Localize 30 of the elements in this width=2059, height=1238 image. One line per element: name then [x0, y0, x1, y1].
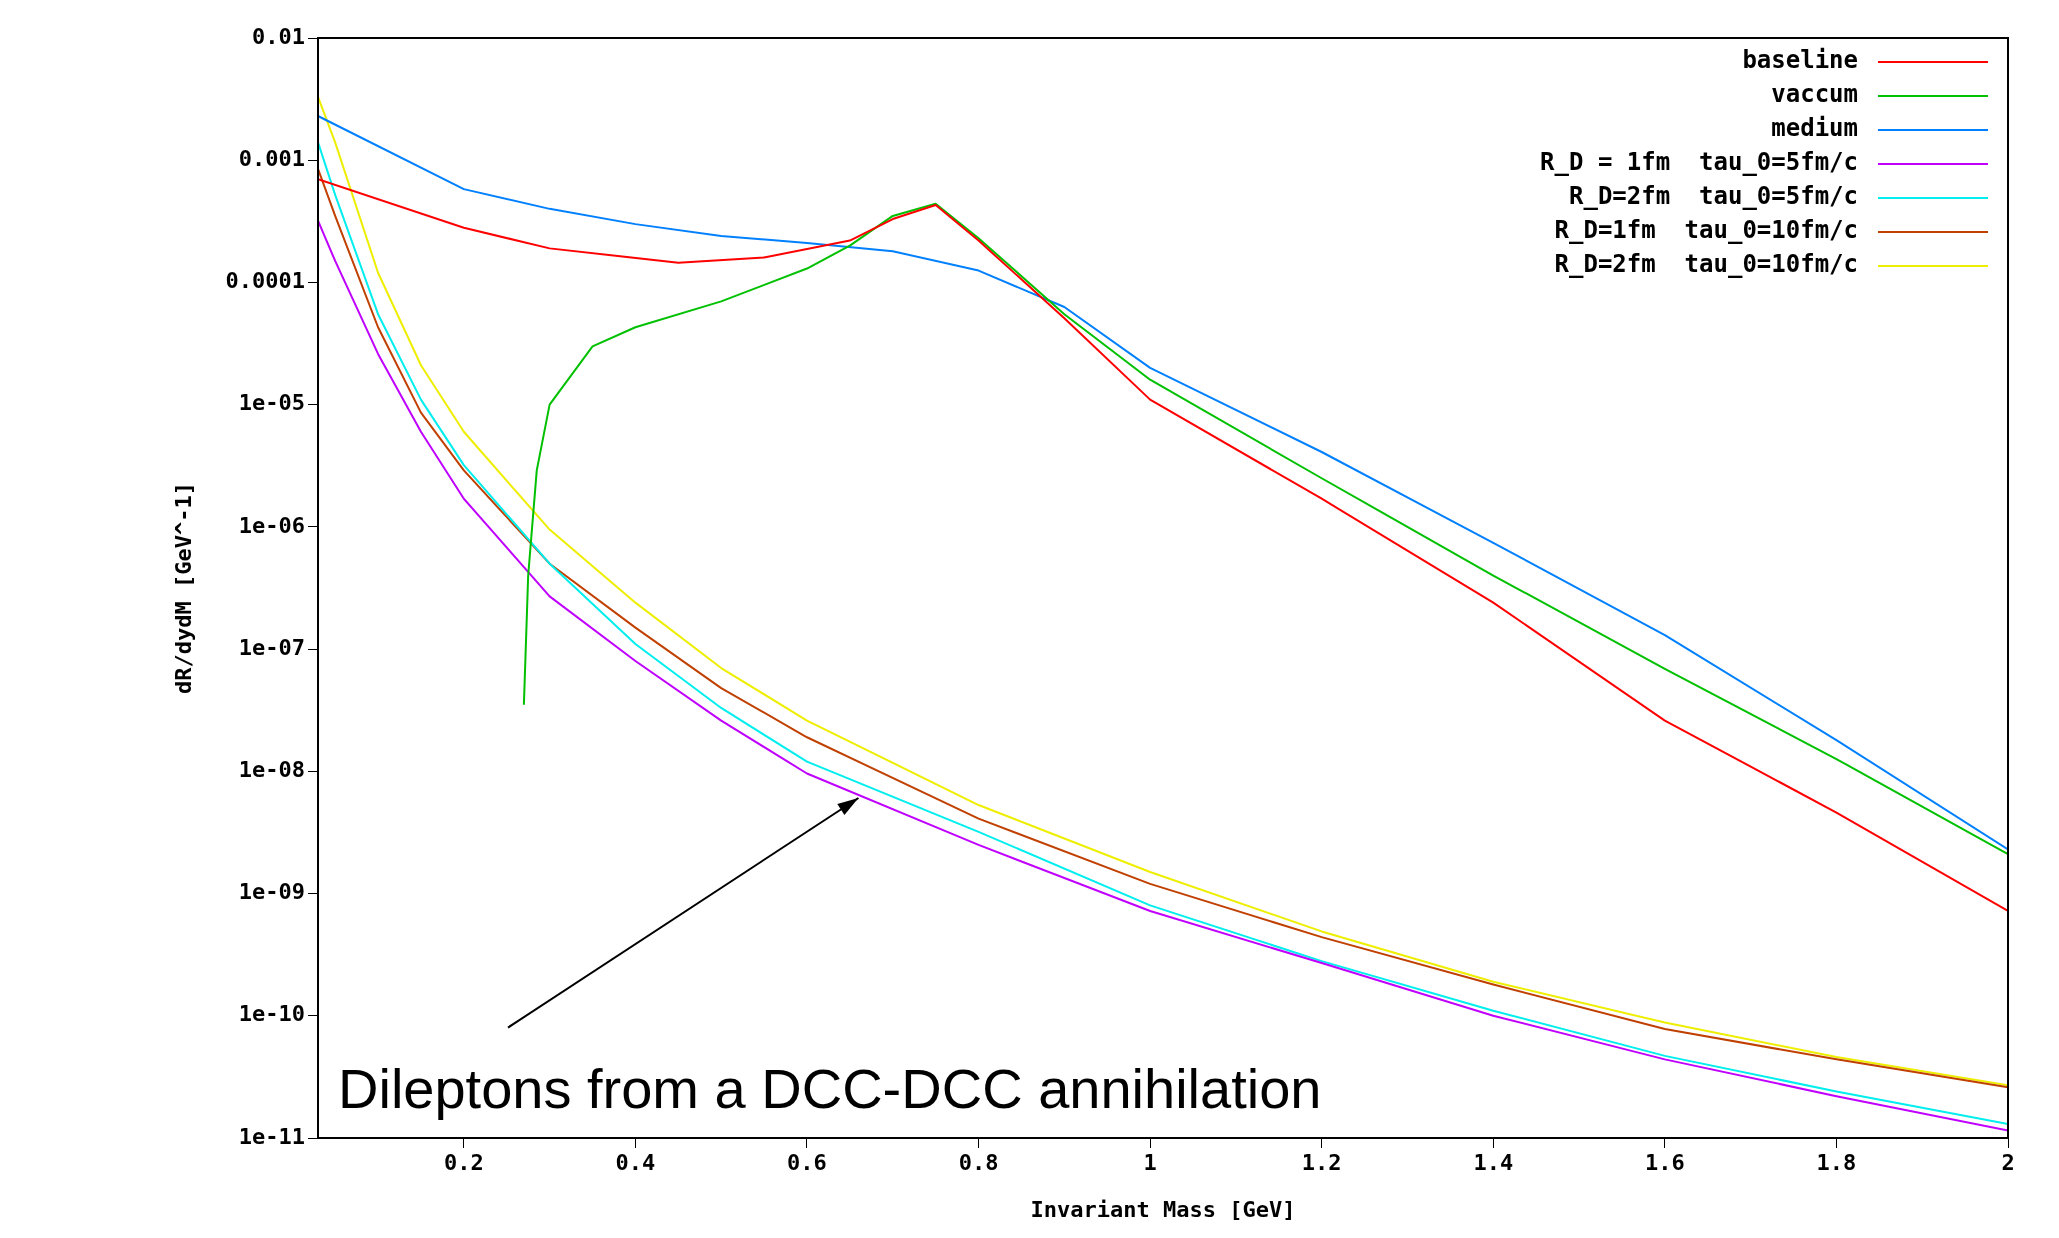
legend-label: R_D = 1fm tau_0=5fm/c: [1540, 148, 1858, 177]
x-tick-label: 1.2: [1301, 1149, 1342, 1175]
legend-label: baseline: [1742, 46, 1858, 75]
y-tick-label: 0.001: [238, 145, 305, 171]
y-tick-label: 1e-05: [238, 390, 305, 416]
x-axis-title: Invariant Mass [GeV]: [1030, 1196, 1296, 1222]
y-tick-label: 1e-10: [238, 1001, 305, 1027]
annotation: Dileptons from a DCC-DCC annihilation: [338, 1057, 1322, 1120]
y-axis-title: dR/dydM [GeV^-1]: [170, 482, 196, 694]
x-tick-label: 0.6: [787, 1149, 827, 1175]
x-tick-label: 1: [1143, 1149, 1157, 1175]
x-tick-label: 1.6: [1644, 1149, 1685, 1175]
y-tick-label: 0.0001: [225, 268, 305, 294]
legend-label: R_D=1fm tau_0=10fm/c: [1554, 216, 1858, 245]
x-tick-label: 0.2: [443, 1149, 484, 1175]
x-tick-label: 1.4: [1473, 1149, 1514, 1175]
y-tick-label: 1e-06: [238, 512, 305, 538]
y-tick-label: 1e-07: [238, 634, 305, 660]
x-tick-label: 1.8: [1816, 1149, 1857, 1175]
legend-label: medium: [1771, 114, 1858, 143]
legend-label: R_D=2fm tau_0=5fm/c: [1569, 182, 1858, 211]
y-tick-label: 1e-09: [238, 879, 305, 905]
x-tick-label: 0.4: [615, 1149, 656, 1175]
y-tick-label: 1e-11: [238, 1123, 305, 1149]
legend-label: vaccum: [1771, 80, 1858, 109]
x-tick-label: 0.8: [958, 1149, 999, 1175]
legend-label: R_D=2fm tau_0=10fm/c: [1554, 250, 1858, 279]
y-tick-label: 0.01: [252, 23, 305, 49]
y-tick-label: 1e-08: [238, 757, 305, 783]
x-tick-label: 2: [2001, 1149, 2015, 1175]
